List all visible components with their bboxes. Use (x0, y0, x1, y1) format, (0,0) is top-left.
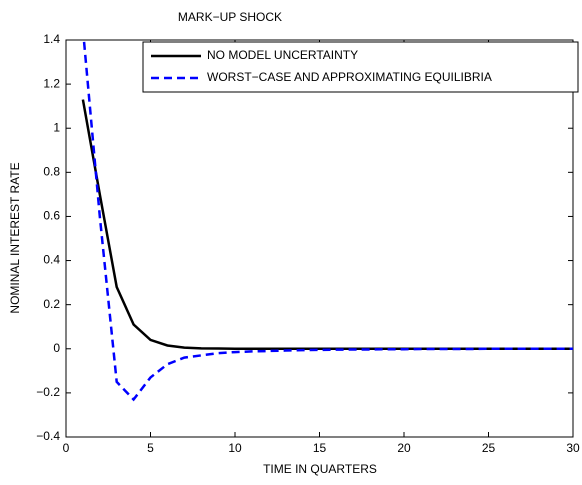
x-tick-label: 15 (313, 441, 327, 455)
x-tick-label: 5 (147, 441, 154, 455)
legend-box (142, 41, 579, 93)
plot-area (65, 39, 574, 438)
chart-title: MARK−UP SHOCK (178, 10, 282, 24)
x-tick-label: 0 (63, 441, 70, 455)
y-tick-label: 1.4 (43, 32, 60, 46)
legend-label: WORST−CASE AND APPROXIMATING EQUILIBRIA (207, 70, 492, 84)
x-tick-label: 30 (566, 441, 580, 455)
y-tick-label: 0.8 (43, 165, 60, 179)
legend-label: NO MODEL UNCERTAINTY (207, 48, 358, 62)
x-tick-label: 10 (228, 441, 242, 455)
x-axis-label: TIME IN QUARTERS (263, 462, 377, 476)
y-axis-label: NOMINAL INTEREST RATE (8, 162, 22, 313)
y-tick-label: 0.4 (43, 253, 60, 267)
y-tick-label: 1 (53, 120, 60, 134)
y-tick-label: 0.2 (43, 297, 60, 311)
x-tick-label: 25 (482, 441, 496, 455)
x-tick-label: 20 (397, 441, 411, 455)
y-tick-label: −0.4 (36, 429, 60, 443)
series-line (82, 40, 573, 402)
y-tick-label: −0.2 (36, 385, 60, 399)
y-tick-label: 0 (53, 341, 60, 355)
series-group (81, 40, 573, 402)
y-tick-label: 1.2 (43, 76, 60, 90)
y-tick-label: 0.6 (43, 209, 60, 223)
